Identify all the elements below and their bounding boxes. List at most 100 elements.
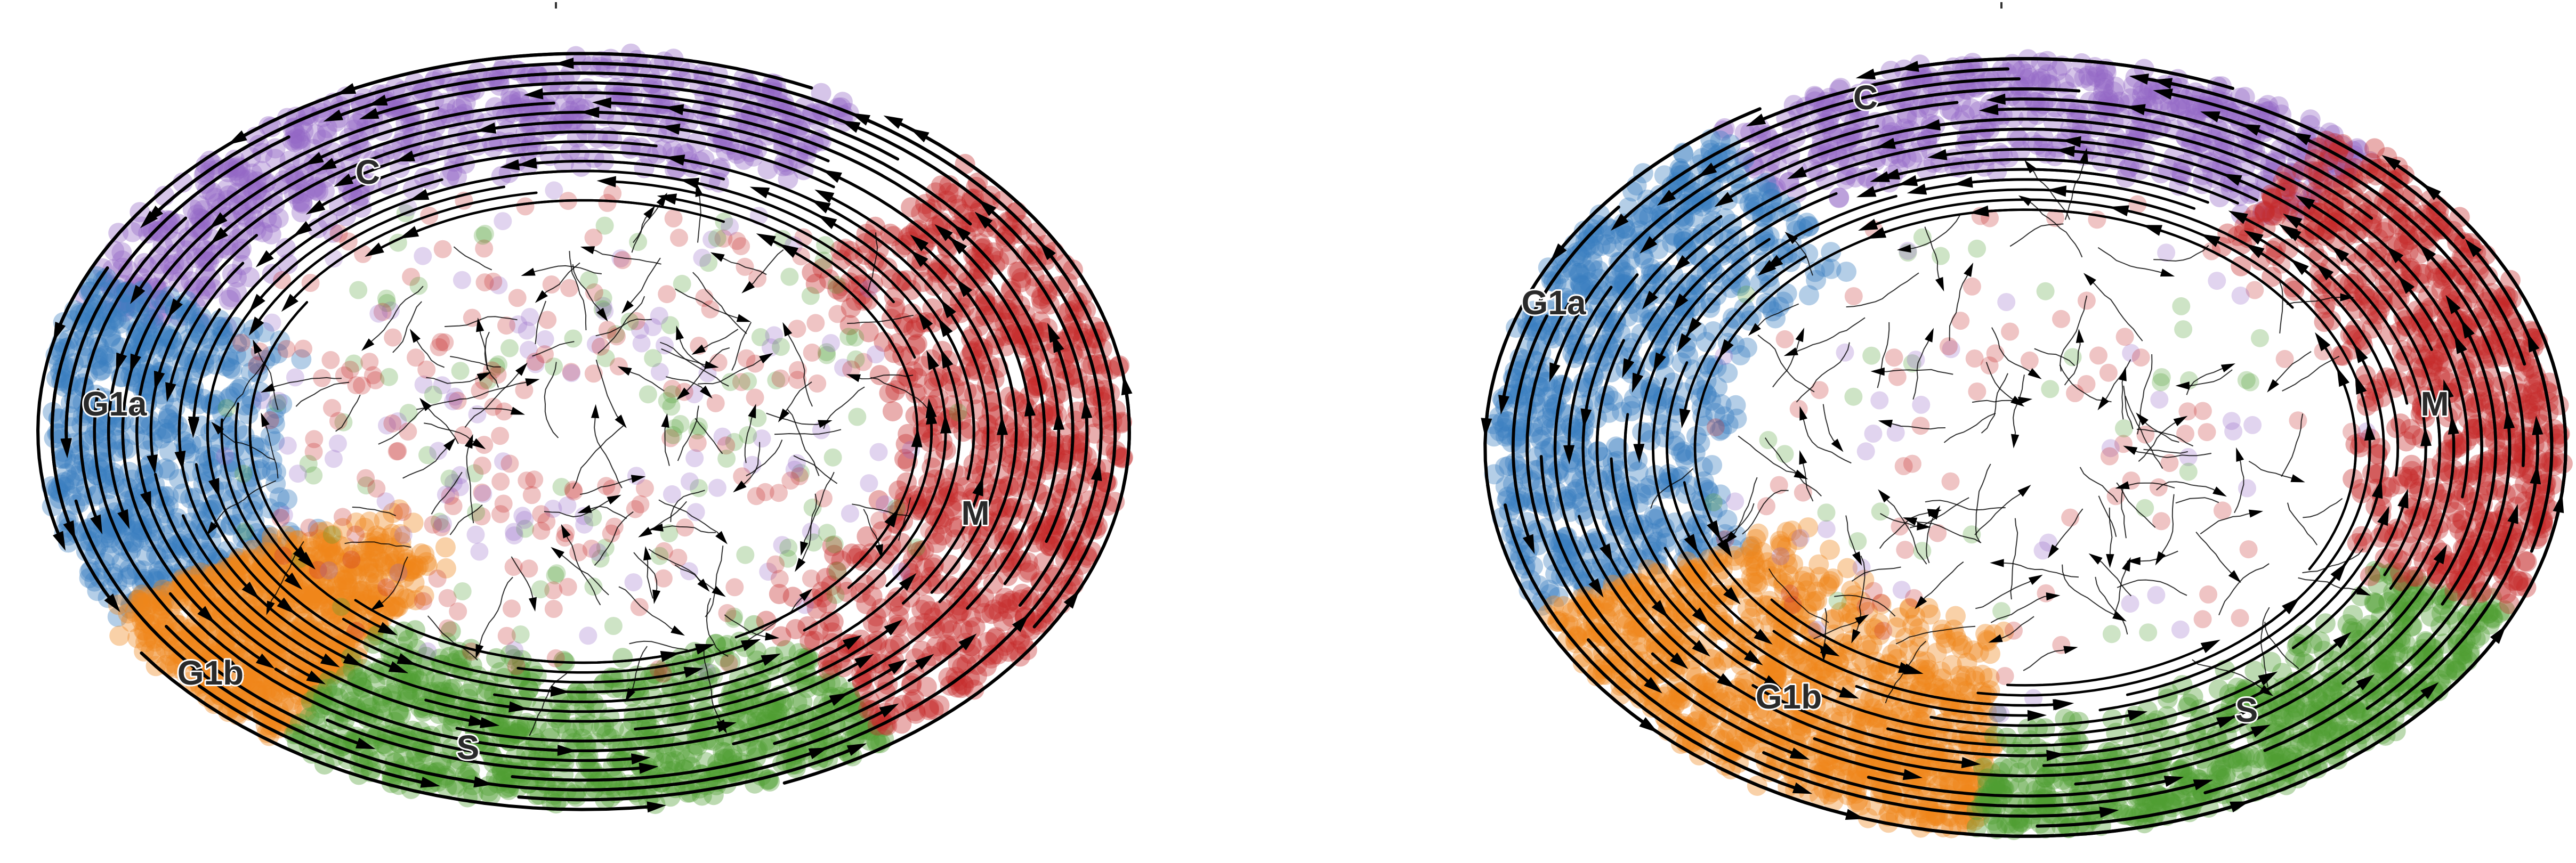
cell-point	[648, 85, 668, 105]
cell-point	[292, 192, 313, 213]
cell-point	[149, 306, 170, 327]
cell-point	[265, 138, 286, 159]
cell-point	[185, 296, 206, 316]
cell-point	[662, 140, 683, 161]
cell-point	[244, 216, 265, 237]
cell-point	[519, 101, 539, 122]
cell-point	[647, 144, 667, 165]
cell-point	[762, 79, 782, 99]
cell-point	[733, 68, 754, 88]
cell-point	[111, 242, 132, 263]
cell-point	[163, 260, 183, 281]
cell-point	[811, 83, 831, 103]
cell-point	[282, 130, 303, 151]
cell-point	[138, 273, 159, 294]
cell-point	[117, 292, 138, 313]
cell-point	[425, 117, 446, 137]
cell-point	[602, 129, 623, 150]
cell-point	[554, 109, 575, 129]
cell-point	[352, 106, 373, 127]
cell-point	[455, 92, 476, 113]
cell-point	[197, 251, 217, 272]
cell-point	[623, 86, 643, 107]
cell-point	[152, 235, 173, 256]
cell-point	[203, 245, 224, 265]
cell-point	[519, 67, 539, 87]
cell-point	[481, 131, 502, 152]
cell-point	[230, 241, 251, 262]
cell-point	[148, 221, 169, 241]
cell-point	[291, 202, 312, 223]
cell-point	[288, 129, 309, 150]
cell-point	[531, 96, 552, 117]
cell-point	[447, 166, 467, 187]
cell-point	[230, 166, 251, 186]
cell-point	[207, 193, 228, 214]
cell-point	[591, 51, 612, 71]
cell-point	[286, 128, 306, 149]
cell-point	[464, 108, 484, 129]
cell-point	[788, 118, 809, 139]
cell-point	[530, 101, 551, 122]
cell-point	[165, 231, 185, 252]
cell-point	[502, 94, 523, 115]
cell-point	[227, 282, 247, 303]
cell-point	[192, 239, 213, 259]
cell-point	[558, 113, 578, 134]
cell-point	[489, 75, 510, 96]
cell-point	[709, 159, 730, 180]
cell-point	[690, 151, 710, 172]
cell-point	[92, 258, 113, 279]
cell-point	[554, 152, 575, 173]
cell-point	[268, 208, 289, 229]
cell-point	[227, 267, 247, 288]
cell-point	[115, 296, 136, 317]
cell-point	[262, 212, 282, 233]
cell-point	[642, 74, 663, 94]
cell-point	[305, 124, 326, 145]
cell-point	[284, 117, 304, 138]
cell-point	[702, 82, 723, 103]
cell-point	[521, 135, 542, 156]
cell-point	[290, 128, 311, 149]
cell-point	[282, 118, 303, 139]
cell-point	[197, 180, 217, 200]
cell-point	[113, 274, 134, 295]
cell-point	[566, 94, 586, 114]
cell-point	[621, 136, 642, 157]
cell-point	[317, 124, 337, 144]
cell-point	[317, 118, 337, 139]
cell-point	[757, 159, 778, 180]
cell-point	[652, 139, 672, 160]
cell-point	[623, 71, 643, 92]
cell-point	[195, 262, 216, 283]
cell-point	[225, 160, 246, 181]
cell-point	[173, 249, 193, 270]
cell-point	[195, 173, 215, 194]
cell-point	[261, 224, 281, 245]
cell-point	[189, 208, 209, 229]
cell-point	[633, 113, 654, 134]
cell-point	[385, 100, 406, 120]
cell-point	[173, 259, 193, 280]
cell-point	[694, 85, 715, 105]
cell-point	[346, 112, 367, 133]
cell-point	[253, 222, 273, 242]
cell-point	[293, 114, 313, 134]
cell-point	[190, 195, 210, 216]
cell-point	[229, 167, 249, 188]
cell-point	[230, 158, 251, 178]
cell-point	[560, 100, 580, 121]
cell-point	[714, 129, 734, 150]
cell-point	[138, 223, 158, 243]
cell-point	[228, 228, 248, 249]
cell-point	[394, 126, 415, 146]
cell-point	[554, 93, 575, 114]
cell-point	[778, 169, 798, 190]
cell-point	[467, 62, 488, 83]
cell-point	[122, 222, 143, 242]
cell-point	[195, 210, 215, 231]
